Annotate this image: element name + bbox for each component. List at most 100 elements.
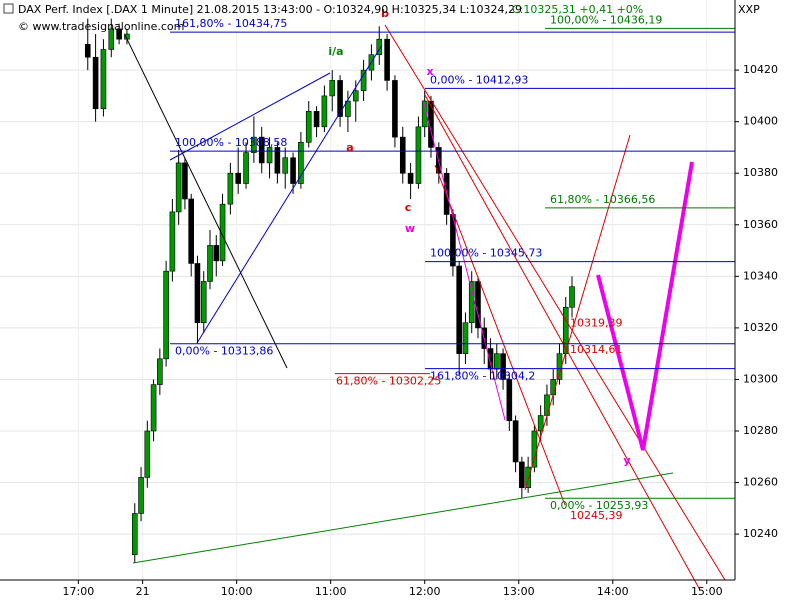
candle-body bbox=[415, 126, 422, 184]
drawings bbox=[124, 24, 726, 591]
x-tick-label: 11:00 bbox=[315, 585, 347, 598]
candle-body bbox=[456, 265, 462, 354]
close-button[interactable] bbox=[3, 3, 14, 14]
candle-body bbox=[329, 80, 336, 97]
fib-label: 100,00% - 10388,58 bbox=[175, 136, 287, 149]
candle-body bbox=[468, 281, 475, 324]
candle-body bbox=[194, 263, 201, 324]
trendline bbox=[384, 24, 726, 581]
x-tick-label: 17:00 bbox=[63, 585, 95, 598]
y-tick-label: 10260 bbox=[743, 476, 778, 489]
candle-body bbox=[337, 80, 343, 117]
grid bbox=[0, 0, 735, 580]
y-tick-label: 10300 bbox=[743, 372, 778, 385]
candle-body bbox=[407, 172, 414, 184]
fib-label: 61,80% - 10366,56 bbox=[550, 193, 655, 206]
candle-body bbox=[116, 28, 122, 40]
candle-body bbox=[235, 172, 242, 184]
candle-body bbox=[544, 394, 550, 416]
x-tick-label: 10:00 bbox=[221, 585, 253, 598]
trendline bbox=[424, 94, 701, 591]
candle-body bbox=[144, 430, 151, 478]
candle-body bbox=[188, 198, 194, 264]
candle-body bbox=[150, 384, 157, 432]
candle-body bbox=[321, 95, 328, 128]
fib-label: 61,80% - 10302,25 bbox=[336, 375, 441, 388]
y-tick-label: 10360 bbox=[743, 218, 778, 231]
candle-body bbox=[163, 270, 169, 360]
x-tick-label: 13:00 bbox=[503, 585, 535, 598]
candle-body bbox=[258, 136, 265, 164]
x-tick-label: 14:00 bbox=[597, 585, 629, 598]
candle-body bbox=[227, 172, 234, 205]
candle-body bbox=[392, 80, 398, 138]
projection-path bbox=[596, 161, 694, 451]
candle-body bbox=[131, 513, 138, 556]
fib-label: 161,80% - 10434,75 bbox=[175, 17, 287, 30]
candle-body bbox=[360, 69, 367, 92]
candle-body bbox=[462, 322, 469, 354]
candle-body bbox=[531, 430, 538, 468]
candle-body bbox=[92, 56, 99, 110]
candle-body bbox=[399, 136, 406, 174]
candle-body bbox=[84, 44, 91, 58]
price-note: 10319,39 bbox=[570, 316, 623, 329]
fib-levels: 161,80% - 10434,75 100,00% - 10388,58 0,00… bbox=[170, 7, 735, 522]
candle-body bbox=[298, 141, 304, 184]
y-tick-label: 10280 bbox=[743, 424, 778, 437]
wave-label: b bbox=[381, 7, 389, 20]
trendline bbox=[524, 134, 631, 491]
wave-label: c bbox=[405, 201, 412, 214]
wave-label: y bbox=[623, 454, 630, 467]
y-tick-label: 10340 bbox=[743, 269, 778, 282]
candle-body bbox=[450, 214, 456, 267]
candle-body bbox=[525, 466, 531, 489]
candle-body bbox=[569, 286, 575, 308]
candle-body bbox=[207, 245, 213, 282]
trendline bbox=[169, 72, 331, 161]
trendline bbox=[196, 44, 383, 344]
candle-body bbox=[200, 281, 207, 324]
x-tick-label: 21 bbox=[136, 585, 150, 598]
candle-body bbox=[384, 38, 390, 81]
y-tick-label: 10380 bbox=[743, 166, 778, 179]
candle-body bbox=[305, 111, 312, 143]
candle-body bbox=[274, 147, 281, 174]
price-note: 10245,39 bbox=[570, 509, 623, 522]
fib-label: 100,00% - 10436,19 bbox=[550, 13, 662, 26]
candle-body bbox=[138, 477, 144, 514]
candle-body bbox=[182, 162, 188, 200]
y-tick-label: 10320 bbox=[743, 321, 778, 334]
candle-body bbox=[213, 245, 220, 262]
wave-label: x bbox=[426, 65, 433, 78]
price-note: 10314,61 bbox=[570, 343, 623, 356]
trendline bbox=[422, 99, 506, 421]
fib-label: 0,00% - 10412,93 bbox=[430, 73, 528, 86]
candle-body bbox=[512, 420, 519, 463]
fib-label: 0,00% - 10313,86 bbox=[175, 345, 273, 358]
trendline bbox=[132, 472, 674, 564]
candle-body bbox=[108, 28, 115, 50]
candle-body bbox=[537, 415, 544, 432]
candle-body bbox=[421, 100, 428, 128]
axis-name: XXP bbox=[738, 3, 760, 16]
trendline bbox=[124, 34, 288, 369]
candle-body bbox=[157, 358, 163, 385]
header-change: C:10325,31 +0,41 +0% bbox=[512, 3, 643, 16]
price-axis-panel bbox=[735, 0, 800, 600]
candle-body bbox=[500, 353, 506, 380]
candle-body bbox=[243, 152, 249, 184]
fib-label: 100,00% - 10345,73 bbox=[430, 247, 542, 260]
y-tick-label: 10240 bbox=[743, 527, 778, 540]
fib-label: 161,80% - 10304,2 bbox=[430, 370, 535, 383]
candle-body bbox=[352, 90, 359, 102]
candle-body bbox=[487, 348, 494, 370]
candle-body bbox=[428, 100, 434, 148]
candle-body bbox=[219, 203, 226, 262]
wave-label: w bbox=[405, 222, 415, 235]
candle-body bbox=[506, 379, 513, 421]
candle-body bbox=[266, 147, 273, 164]
candle-body bbox=[282, 157, 289, 174]
